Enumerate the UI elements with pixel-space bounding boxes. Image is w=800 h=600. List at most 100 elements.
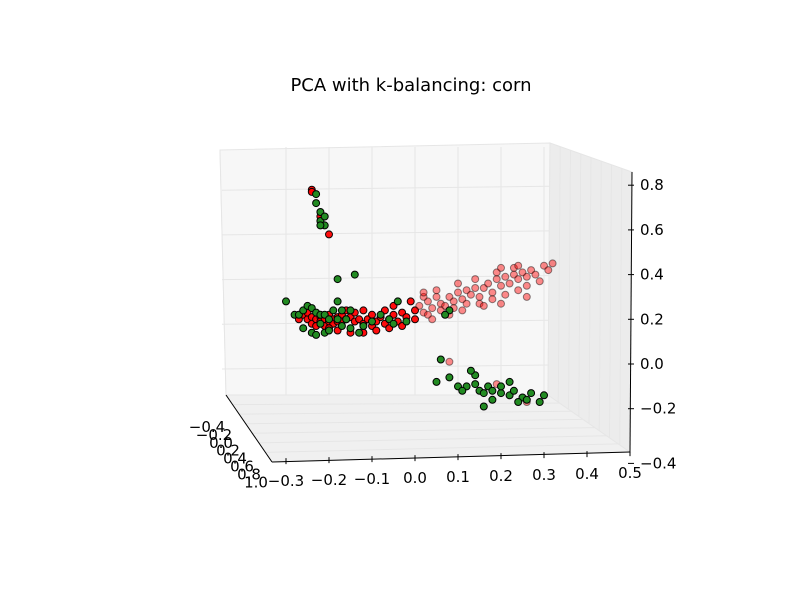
green-point [346,324,355,333]
green-point [320,212,329,221]
red-point [531,270,540,279]
red-point [428,315,437,324]
x-tick-label: 0.3 [532,466,556,484]
red-point [492,275,501,284]
red-point [462,299,471,308]
z-grid-line [221,275,550,281]
x-tick-label: 0.2 [489,467,513,485]
red-point [544,266,553,275]
red-point [423,297,432,306]
red-point [497,299,505,308]
red-point [488,295,497,304]
z-axis-line [629,171,633,453]
green-point [509,386,518,395]
right-grid-line [619,168,623,445]
x-tick-label: 0.0 [403,469,427,487]
y-tick-label: 0.4 [223,450,247,468]
red-point [445,292,454,301]
red-point [372,326,381,335]
x-tick-label: 0.1 [446,468,470,486]
green-point [329,306,338,315]
red-point [497,263,505,272]
green-point [333,315,342,324]
red-point [471,275,480,284]
green-point [505,377,514,386]
red-point [428,304,437,313]
right-grid-line [578,153,582,417]
green-point [346,306,355,315]
y-grid-line [258,435,607,444]
red-point [445,357,454,366]
right-grid-line [609,164,612,438]
red-point [368,310,376,319]
red-point [527,266,536,275]
green-point [466,366,475,375]
right-grid-line [568,150,571,410]
z-grid-line [221,230,550,236]
red-point [514,261,523,270]
red-point [514,275,523,284]
green-point [316,221,325,230]
green-point [312,199,321,208]
z-tick-label: 0.8 [640,176,664,194]
green-point [432,377,441,386]
green-point [325,326,333,335]
red-point [359,306,368,315]
y-tick-label: 0.6 [230,458,254,476]
green-point [350,270,359,279]
green-point [359,322,368,330]
red-point [522,272,531,281]
y-tick-label: −0.4 [189,418,225,436]
y-grid-line [252,427,595,434]
green-point [355,328,364,337]
green-point [402,317,411,326]
red-point [471,284,480,292]
green-point [337,306,346,315]
green-point [325,315,333,324]
x-tick-label: 0.5 [618,464,642,482]
red-point [454,279,462,288]
red-point [454,288,462,297]
green-point [333,275,342,284]
green-point [497,389,505,398]
red-point [488,288,497,297]
chart-title: PCA with k-balancing: corn [290,75,531,96]
red-point [548,259,557,268]
red-point [449,297,458,306]
red-point [325,230,333,239]
red-point [479,284,488,292]
red-point [505,279,514,288]
green-point [436,355,445,364]
green-point [441,310,450,319]
red-point [411,306,419,315]
y-grid-line [245,418,584,425]
red-point [484,279,493,288]
red-point [509,263,518,272]
right-grid-line [557,146,561,403]
green-point [527,389,536,398]
green-point [368,317,376,326]
green-point [393,297,402,306]
green-point [479,389,488,398]
red-point [436,299,445,308]
red-point [479,301,488,310]
red-point [501,290,510,299]
scatter-points [282,185,557,411]
red-point [411,315,419,324]
z-tick-label: −0.2 [640,400,676,418]
x-tick-label: −0.1 [354,470,390,488]
red-point [501,272,510,281]
red-point [419,308,428,317]
red-point [458,306,467,315]
green-point [299,324,308,333]
red-point [458,295,467,304]
y-tick-label: 0.0 [209,434,233,452]
x-axis-line [271,451,631,463]
red-point [514,286,523,295]
green-point [389,319,398,328]
z-tick-label: −0.4 [640,454,676,472]
tick-labels: −0.3 −0.2 −0.1 0.0 0.1 0.2 0.3 0.4 0.5−0.4−0.20.… [189,176,677,491]
right-grid-line [588,157,592,424]
green-point [535,398,544,406]
